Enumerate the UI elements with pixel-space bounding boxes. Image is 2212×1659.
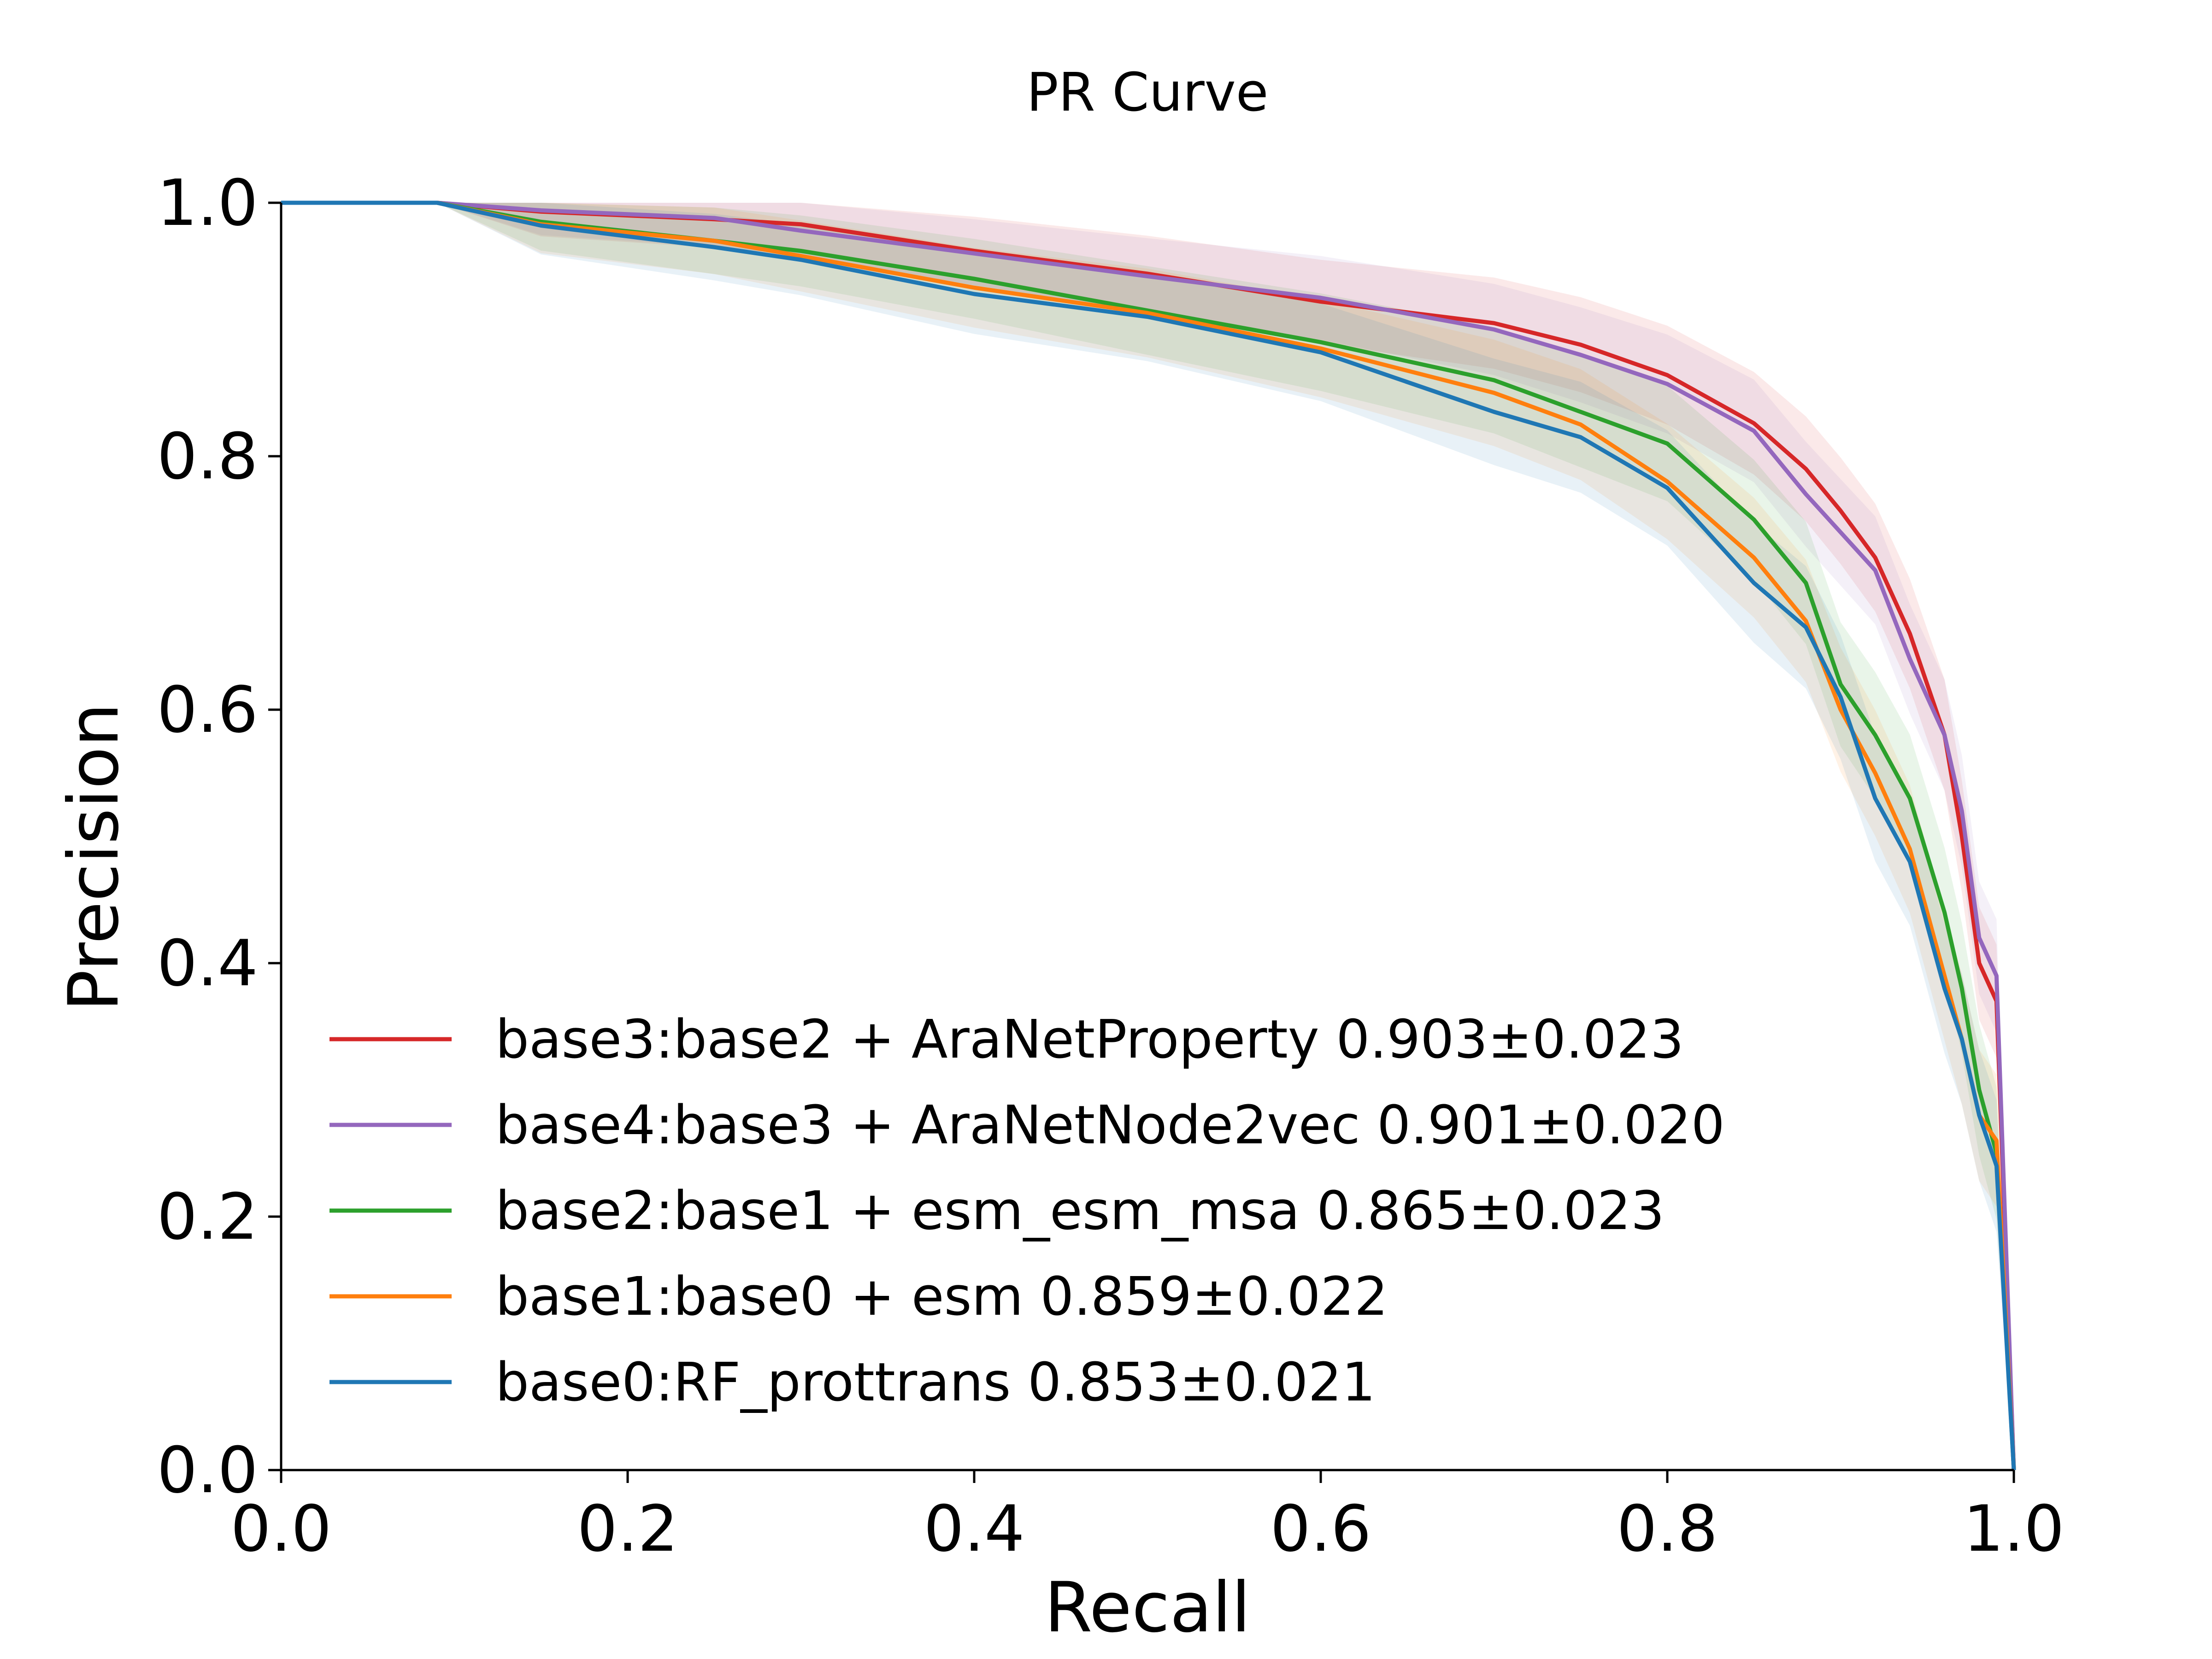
x-tick-label: 1.0 [1963, 1492, 2064, 1566]
legend-label-0: base3:base2 + AraNetProperty 0.903±0.023 [495, 1009, 1684, 1071]
x-tick-label: 0.0 [230, 1492, 331, 1566]
x-tick-label: 0.4 [924, 1492, 1024, 1566]
legend: base3:base2 + AraNetProperty 0.903±0.023… [329, 1009, 1725, 1413]
legend-label-1: base4:base3 + AraNetNode2vec 0.901±0.020 [495, 1094, 1725, 1156]
x-tick-label: 0.6 [1270, 1492, 1371, 1566]
axes [280, 203, 2014, 1471]
legend-label-2: base2:base1 + esm_esm_msa 0.865±0.023 [495, 1180, 1665, 1242]
y-axis-label: Precision [54, 703, 134, 1011]
chart-title: PR Curve [1026, 62, 1268, 124]
series-lines [281, 200, 2016, 1471]
y-tick-label: 0.2 [157, 1180, 258, 1254]
legend-label-4: base0:RF_prottrans 0.853±0.021 [495, 1352, 1376, 1413]
x-tick-label: 0.2 [577, 1492, 678, 1566]
x-tick-label: 0.8 [1617, 1492, 1718, 1566]
y-tick-label: 0.8 [157, 419, 258, 494]
series-line-1 [281, 200, 2016, 1471]
y-axis-ticks: 0.0 0.2 0.4 0.6 0.8 1.0 [157, 166, 281, 1507]
series-line-4 [281, 200, 2016, 1471]
x-axis-ticks: 0.0 0.2 0.4 0.6 0.8 1.0 [230, 1470, 2065, 1566]
y-tick-label: 0.0 [157, 1433, 258, 1507]
x-axis-label: Recall [1044, 1568, 1251, 1648]
y-tick-label: 1.0 [157, 166, 258, 240]
y-tick-label: 0.6 [157, 673, 258, 747]
legend-label-3: base1:base0 + esm 0.859±0.022 [495, 1266, 1388, 1328]
y-tick-label: 0.4 [157, 926, 258, 1000]
